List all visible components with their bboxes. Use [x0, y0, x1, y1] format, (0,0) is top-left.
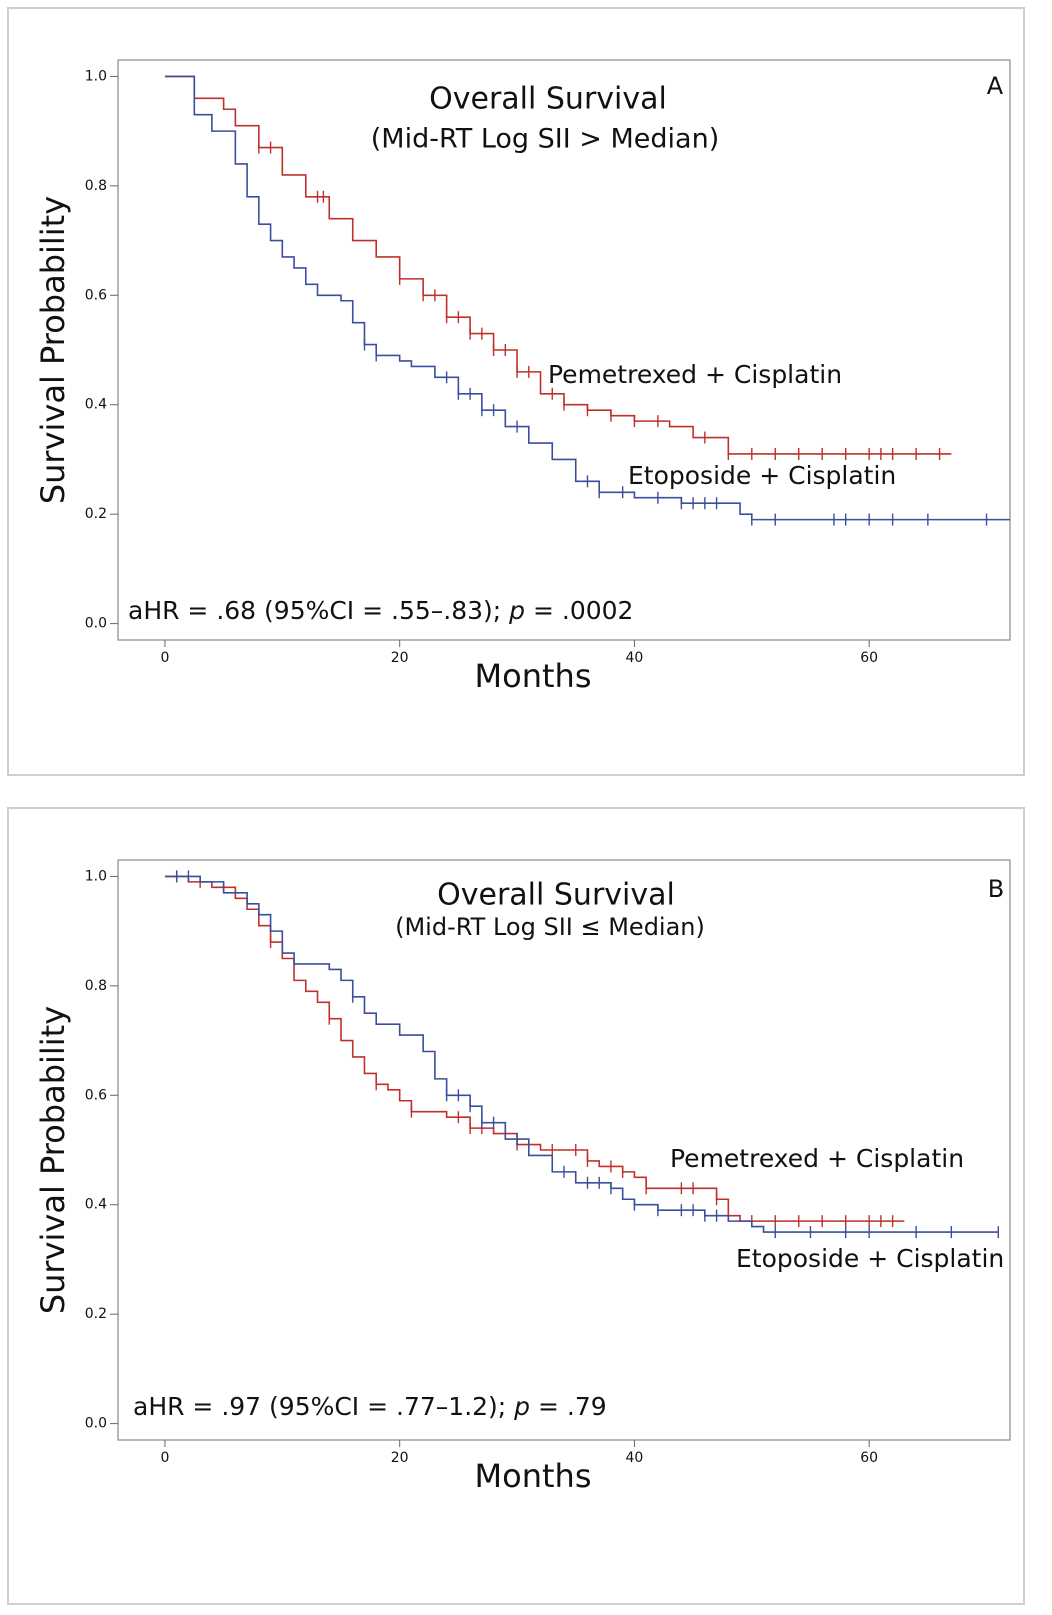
y-tick-label: 0.6 [85, 287, 107, 303]
y-tick-label: 1.0 [85, 868, 107, 884]
y-tick-label: 0.2 [85, 1306, 107, 1322]
annotation-part: p [513, 1392, 530, 1421]
y-tick-label: 0.6 [85, 1087, 107, 1103]
series-label: Pemetrexed + Cisplatin [670, 1144, 964, 1173]
x-tick-label: 40 [626, 1450, 644, 1466]
y-tick-label: 0.4 [85, 397, 107, 413]
panel-label: A [987, 72, 1004, 100]
survival-curve [164, 875, 905, 1222]
chart-subtitle: (Mid-RT Log SII ≤ Median) [395, 913, 705, 941]
annotation: aHR = .97 (95%CI = .77–1.2); p = .79 [133, 1392, 607, 1421]
x-tick-label: 40 [626, 650, 644, 666]
survival-curve [164, 875, 999, 1233]
y-tick-label: 1.0 [85, 68, 107, 84]
chart-title: Overall Survival [429, 82, 667, 117]
x-tick-label: 20 [391, 1450, 409, 1466]
chart-subtitle: (Mid-RT Log SII > Median) [371, 124, 719, 155]
chart-title: Overall Survival [437, 878, 675, 913]
annotation-part: aHR = .97 (95%CI = .77–1.2); [133, 1392, 514, 1421]
x-axis-label: Months [475, 1457, 592, 1495]
annotation: aHR = .68 (95%CI = .55–.83); p = .0002 [128, 596, 633, 625]
y-tick-label: 0.8 [85, 178, 107, 194]
y-tick-label: 0.4 [85, 1197, 107, 1213]
y-axis-label: Survival Probability [34, 196, 72, 504]
y-tick-label: 0.2 [85, 506, 107, 522]
panel-frame [7, 7, 1025, 776]
x-tick-label: 0 [160, 650, 169, 666]
annotation-part: = .0002 [525, 596, 633, 625]
annotation-part: p [508, 596, 525, 625]
x-tick-label: 60 [860, 1450, 878, 1466]
y-axis-label: Survival Probability [34, 1006, 72, 1314]
panel-frame [7, 807, 1025, 1605]
y-tick-label: 0.0 [85, 616, 107, 632]
series-label: Etoposide + Cisplatin [628, 461, 896, 490]
annotation-part: = .79 [530, 1392, 607, 1421]
y-tick-label: 0.0 [85, 1416, 107, 1432]
x-axis-label: Months [475, 657, 592, 695]
plot-area [117, 859, 1011, 1441]
x-tick-label: 20 [391, 650, 409, 666]
series-label: Etoposide + Cisplatin [736, 1244, 1004, 1273]
panel-label: B [988, 875, 1004, 903]
x-tick-label: 60 [860, 650, 878, 666]
plot-area [117, 59, 1011, 641]
series-label: Pemetrexed + Cisplatin [548, 360, 842, 389]
annotation-part: aHR = .68 (95%CI = .55–.83); [128, 596, 509, 625]
x-tick-label: 0 [160, 1450, 169, 1466]
y-tick-label: 0.8 [85, 978, 107, 994]
